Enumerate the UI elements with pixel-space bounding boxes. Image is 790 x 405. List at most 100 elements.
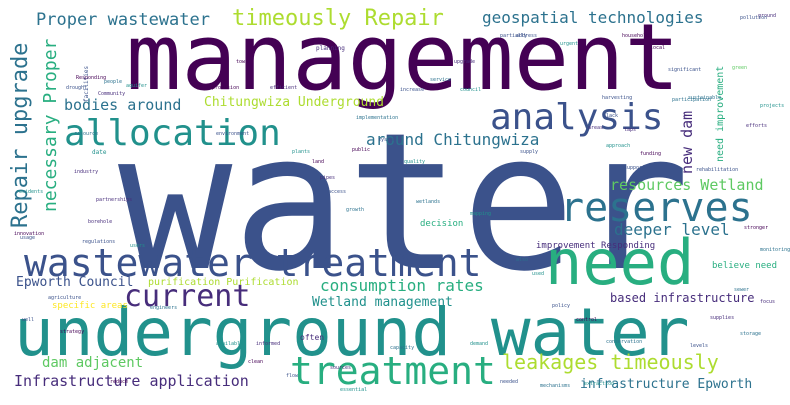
word-also: also	[516, 257, 529, 263]
word-epworth-council: Epworth Council	[16, 275, 134, 290]
word-partially: partially	[500, 33, 528, 39]
word-planning: planning	[316, 45, 345, 52]
word-believe-need: believe need	[712, 261, 778, 271]
word-pipes: pipes	[320, 175, 336, 181]
word-service: service	[430, 77, 452, 83]
word-extraction: extraction	[584, 381, 615, 387]
word-wetland-management: Wetland management	[312, 295, 453, 310]
word-increase: increase	[400, 87, 425, 93]
word-decision: decision	[420, 219, 464, 229]
word-participation: participation	[672, 97, 712, 103]
word-new-dam: new dam	[678, 110, 696, 174]
word-deeper-level: deeper level	[614, 220, 730, 239]
word-resources-wetland: resources Wetland	[610, 176, 764, 194]
word-conservation: conservation	[606, 339, 643, 345]
word-reduce: reduce	[110, 379, 129, 385]
word-facilities: facilities	[83, 65, 90, 102]
word-provision: provision	[212, 85, 240, 91]
word-system: system	[378, 137, 397, 143]
word-specific-areas: specific areas	[52, 301, 128, 311]
word-rehabilitation: rehabilitation	[696, 167, 739, 173]
word-regulations: regulations	[82, 239, 116, 245]
word-wetlands: wetlands	[416, 199, 441, 205]
word-projects: projects	[760, 103, 785, 109]
word-flow: flow	[286, 373, 299, 379]
word-policy: policy	[552, 303, 571, 309]
word-consumption-rates: consumption rates	[320, 276, 484, 295]
word-growth: growth	[346, 207, 365, 213]
word-implementation: implementation	[356, 115, 399, 121]
word-levels: levels	[690, 343, 709, 349]
word-treatment: treatment	[290, 349, 496, 393]
word-borehole: borehole	[88, 219, 113, 225]
word-dam-adjacent: dam adjacent	[42, 355, 144, 371]
word-often: often	[300, 333, 325, 342]
word-infrastructure-epworth: infrastructure Epworth	[580, 377, 753, 392]
word-users: users	[130, 243, 146, 249]
word-bodies-around: bodies around	[64, 96, 182, 114]
word-areas: areas	[588, 125, 604, 131]
word-focus: focus	[760, 299, 776, 305]
word-capacity: capacity	[390, 345, 415, 351]
word-underground-water: underground water	[14, 294, 690, 371]
word-people: people	[104, 79, 123, 85]
word-land: land	[312, 159, 325, 165]
word-ground: ground	[758, 13, 777, 19]
word-resource: resource	[74, 131, 99, 137]
word-green: green	[732, 65, 748, 71]
word-informed: informed	[256, 341, 281, 347]
word-engineers: engineers	[150, 305, 178, 311]
word-monitoring: monitoring	[760, 247, 790, 253]
word-lack: lack	[606, 113, 619, 119]
word-local: local	[650, 45, 666, 51]
word-necessary-proper: necessary Proper	[40, 38, 61, 212]
word-industry: industry	[74, 169, 99, 175]
word-management: management	[126, 4, 680, 111]
word-sustainable: sustainable	[688, 95, 722, 101]
word-plants: plants	[292, 149, 311, 155]
word-purification-purification: purification Purification	[148, 277, 299, 288]
word-aquifer: aquifer	[126, 83, 148, 89]
word-upgrade: upgrade	[454, 59, 476, 65]
word-leakages-timeously: leakages timeously	[502, 350, 719, 374]
word-sewer: sewer	[734, 287, 750, 293]
word-wastewater-treatment: wastewater treatment	[24, 241, 482, 285]
word-reserves: reserves	[560, 185, 753, 231]
word-chitungwiza-underground: Chitungwiza Underground	[204, 95, 385, 110]
word-geospatial-technologies: geospatial technologies	[482, 8, 704, 27]
word-needed: needed	[500, 379, 519, 385]
word-significant: significant	[668, 67, 702, 73]
word-stronger: stronger	[744, 225, 769, 231]
word-town: town	[236, 59, 249, 65]
word-based-infrastructure: based infrastructure	[610, 291, 755, 305]
word-essential: essential	[340, 387, 368, 393]
word-community: Community	[98, 91, 126, 97]
word-residents: residents	[16, 189, 44, 195]
word-approach: approach	[606, 143, 631, 149]
word-well: well	[22, 317, 35, 323]
word-analysis: analysis	[490, 97, 664, 138]
word-partnerships: partnerships	[96, 197, 133, 203]
word-address: address	[516, 33, 538, 39]
word-innovation: innovation	[14, 231, 45, 237]
word-usage: usage	[20, 235, 36, 241]
word-need-improvement: need improvement	[715, 65, 726, 162]
word-current: current	[124, 279, 251, 314]
word-funding: funding	[640, 151, 662, 157]
word-used: used	[532, 271, 545, 277]
word-timeously-repair: timeously Repair	[232, 6, 444, 31]
word-control: control	[576, 317, 598, 323]
word-mechanisms: mechanisms	[540, 383, 571, 389]
word-infrastructure-application: Infrastructure application	[14, 372, 249, 390]
word-demand: demand	[470, 341, 489, 347]
word-improvement-responding: improvement Responding	[536, 241, 656, 251]
word-drought: drought	[66, 85, 88, 91]
word-mapping: mapping	[470, 211, 492, 217]
word-environment: environment	[216, 131, 250, 137]
word-council: council	[460, 87, 482, 93]
word-supplies: supplies	[710, 315, 735, 321]
word-clean: clean	[248, 359, 264, 365]
word-pollution: pollution	[740, 15, 768, 21]
word-responding: Responding	[76, 75, 107, 81]
word-need: need	[545, 226, 695, 299]
